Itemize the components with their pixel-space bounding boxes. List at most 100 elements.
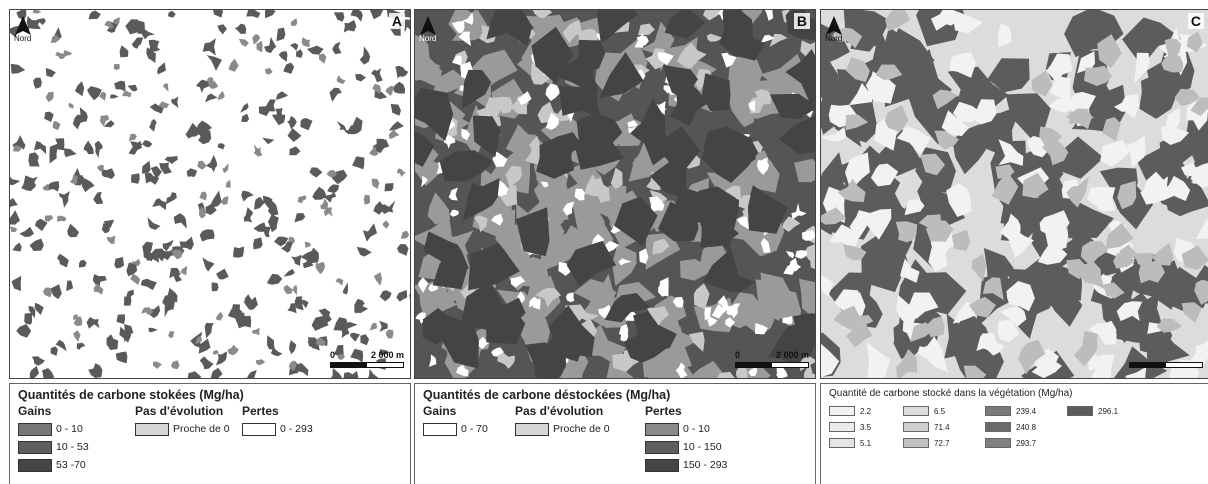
land-patch (998, 139, 1024, 166)
land-patch (350, 348, 364, 363)
land-patch (267, 200, 279, 216)
land-patch (43, 287, 53, 298)
legend-item: Proche de 0 (135, 420, 230, 438)
legend-label: 5.1 (860, 438, 872, 448)
land-patch (291, 254, 302, 266)
land-patch (213, 10, 224, 18)
land-patch (83, 140, 94, 155)
legend-swatch (829, 406, 855, 416)
legend-label: 293.7 (1016, 438, 1037, 448)
land-patch (64, 148, 77, 158)
land-patch (558, 261, 572, 276)
land-patch (281, 241, 294, 253)
land-patch (649, 147, 687, 199)
land-patch (845, 57, 870, 83)
land-patch (290, 18, 298, 26)
land-patch (264, 68, 273, 75)
land-patch (760, 237, 771, 253)
land-patch (74, 81, 85, 97)
land-patch (289, 340, 297, 355)
land-patch (256, 40, 263, 53)
land-patch (778, 115, 815, 155)
group-title: Gains (423, 404, 457, 418)
land-patch (122, 90, 132, 98)
legend-item: 296.1 (1067, 406, 1118, 416)
land-patch (1007, 230, 1034, 259)
group-title: Pertes (645, 404, 682, 418)
land-patch (848, 82, 874, 106)
land-patch (92, 274, 107, 291)
map-panel-b: Nord B 0 2 000 m (414, 9, 816, 379)
land-patch (1138, 260, 1165, 284)
legend-label: 71.4 (934, 422, 950, 432)
land-patch (113, 63, 120, 70)
land-patch (573, 133, 625, 170)
land-patch (271, 114, 286, 126)
land-patch (265, 99, 276, 112)
legend-swatch (18, 440, 52, 454)
land-patch (396, 290, 408, 302)
land-patch (533, 173, 569, 204)
land-patch (34, 302, 44, 315)
land-patch (198, 206, 206, 219)
land-patch (736, 216, 750, 230)
land-patch (287, 115, 297, 130)
land-patch (198, 338, 211, 354)
land-patch (316, 337, 326, 347)
land-patch (12, 242, 22, 252)
land-patch (333, 12, 345, 22)
land-patch (289, 146, 301, 156)
land-patch (646, 306, 670, 330)
scale-bar-a: 0 2 000 m (330, 350, 404, 372)
land-patch (638, 23, 655, 36)
land-patch (1054, 136, 1104, 179)
land-patch (66, 280, 74, 292)
scale-max-label: 2 000 m (370, 350, 404, 360)
land-patch (794, 158, 815, 183)
land-patch (29, 238, 44, 251)
land-patch (1049, 269, 1083, 301)
land-patch (142, 140, 153, 148)
land-patch (239, 38, 249, 47)
land-patch (578, 309, 600, 322)
land-patch (415, 55, 441, 81)
land-patch (229, 304, 240, 317)
land-patch (106, 334, 119, 350)
land-patch (566, 240, 617, 286)
land-patch (63, 50, 73, 57)
land-patch (451, 21, 465, 33)
land-patch (702, 248, 755, 293)
legend-item: 240.8 (985, 422, 1036, 432)
land-patch (124, 324, 134, 343)
land-patch (144, 172, 160, 185)
land-patch (199, 191, 207, 201)
land-patch (309, 167, 323, 178)
land-patch (10, 63, 26, 74)
land-patch (512, 256, 551, 295)
land-patch (449, 209, 459, 217)
land-patch (326, 169, 338, 178)
land-patch (16, 324, 32, 338)
land-patch (1039, 126, 1062, 146)
land-patch (1066, 176, 1089, 208)
land-patch (754, 323, 768, 335)
land-patch (112, 17, 120, 25)
land-patch (217, 90, 225, 100)
land-patch (662, 64, 698, 99)
land-patch (917, 346, 940, 359)
land-patch (821, 207, 847, 225)
land-patch (385, 329, 394, 339)
land-patch (495, 96, 513, 114)
map-panel-a: Nord A 0 2 000 m (9, 9, 411, 379)
land-patch (34, 140, 47, 155)
land-patch (45, 91, 54, 103)
land-patch (294, 213, 306, 223)
land-patch (179, 236, 194, 251)
land-patch (995, 164, 1015, 179)
legend-label: 53 -70 (56, 459, 86, 471)
land-patch (123, 296, 132, 306)
land-patch (222, 163, 229, 174)
land-patch (421, 175, 428, 188)
scale-zero-label: 0 (330, 350, 336, 360)
land-patch (10, 176, 21, 186)
